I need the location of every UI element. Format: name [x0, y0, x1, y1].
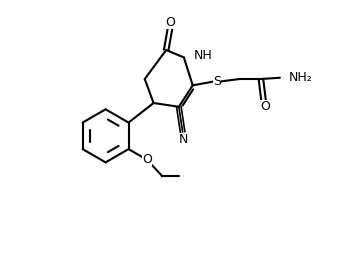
Text: NH: NH	[193, 49, 212, 62]
Text: O: O	[165, 17, 175, 29]
Text: O: O	[142, 153, 152, 166]
Text: N: N	[179, 133, 189, 146]
Text: NH₂: NH₂	[289, 71, 312, 84]
Text: O: O	[260, 100, 270, 113]
Text: S: S	[213, 75, 221, 88]
